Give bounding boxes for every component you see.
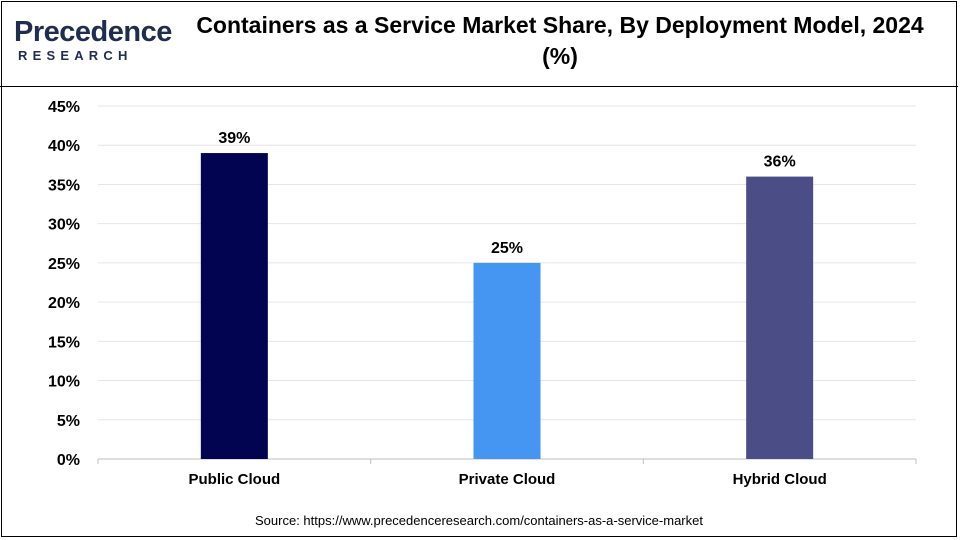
y-tick-label: 0% bbox=[57, 452, 80, 469]
data-label: 39% bbox=[218, 130, 250, 147]
y-tick-label: 30% bbox=[48, 217, 80, 234]
bar-hybrid-cloud bbox=[746, 176, 814, 459]
source-note: Source: https://www.precedenceresearch.c… bbox=[255, 513, 703, 528]
bar-private-cloud bbox=[473, 262, 541, 459]
x-tick-label: Private Cloud bbox=[459, 471, 556, 488]
data-labels: 39% 25% 36% bbox=[218, 130, 795, 257]
x-tick-label: Public Cloud bbox=[188, 471, 280, 488]
y-tick-label: 40% bbox=[48, 138, 80, 155]
bar-public-cloud bbox=[200, 153, 268, 460]
x-axis bbox=[97, 458, 917, 464]
precedence-research-logo: Precedence RESEARCH bbox=[14, 16, 174, 66]
y-axis-ticks: 0% 5% 10% 15% 20% 25% 30% 35% 40% 45% bbox=[48, 99, 80, 469]
y-tick-label: 25% bbox=[48, 256, 80, 273]
logo-name-bottom: RESEARCH bbox=[18, 48, 133, 63]
data-label: 36% bbox=[764, 154, 796, 171]
data-label: 25% bbox=[491, 240, 523, 257]
x-axis-ticks: Public Cloud Private Cloud Hybrid Cloud bbox=[188, 471, 826, 488]
y-tick-label: 45% bbox=[48, 99, 80, 116]
logo-name-top: Precedence bbox=[14, 16, 172, 48]
bars bbox=[200, 153, 814, 460]
y-tick-label: 20% bbox=[48, 295, 80, 312]
chart-title: Containers as a Service Market Share, By… bbox=[196, 12, 924, 69]
y-tick-label: 15% bbox=[48, 334, 80, 351]
y-tick-label: 10% bbox=[48, 374, 80, 391]
y-tick-label: 5% bbox=[57, 413, 80, 430]
x-tick-label: Hybrid Cloud bbox=[733, 471, 827, 488]
header: Precedence RESEARCH Containers as a Serv… bbox=[0, 0, 958, 87]
y-tick-label: 35% bbox=[48, 177, 80, 194]
